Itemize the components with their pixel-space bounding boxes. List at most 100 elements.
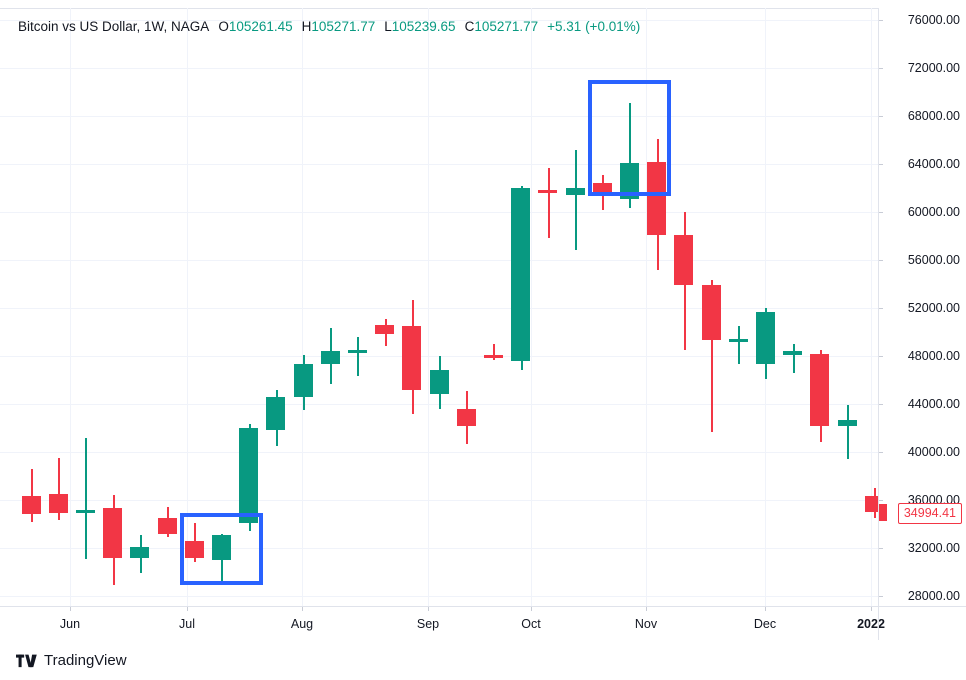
time-axis-tick — [646, 606, 647, 611]
candle-body — [810, 353, 829, 426]
candle-wick — [85, 437, 87, 559]
gridline-horizontal — [0, 164, 878, 165]
price-axis-tick — [878, 68, 883, 69]
candle-body — [130, 546, 149, 558]
tradingview-mark-icon — [16, 654, 37, 668]
current-price-label[interactable]: 34994.41 — [897, 503, 962, 525]
price-axis-divider — [878, 8, 879, 640]
price-axis-tick — [878, 116, 883, 117]
price-change: +5.31 (+0.01%) — [547, 19, 641, 34]
gridline-vertical — [428, 8, 429, 606]
ohlc-open-value: 105261.45 — [228, 19, 293, 34]
gridline-horizontal — [0, 68, 878, 69]
gridline-horizontal — [0, 260, 878, 261]
candle-wick — [711, 280, 713, 432]
candle-body — [620, 162, 639, 199]
candle-body — [702, 285, 721, 341]
time-axis-tick — [302, 606, 303, 611]
price-axis-tick — [878, 260, 883, 261]
candle-body — [729, 339, 748, 343]
time-axis-tick — [70, 606, 71, 611]
time-axis-label: Dec — [753, 617, 777, 631]
time-axis[interactable]: Jun Jul Aug Sep Oct Nov Dec 2022 — [0, 606, 885, 640]
time-axis-label: Sep — [416, 617, 440, 631]
time-axis-tick — [871, 606, 872, 611]
price-axis-tick — [878, 404, 883, 405]
gridline-horizontal — [0, 596, 878, 597]
gridline-vertical — [70, 8, 71, 606]
ohlc-close-value: 105271.77 — [474, 19, 539, 34]
candle-body — [266, 396, 285, 431]
candle-body — [647, 161, 666, 235]
candle-wick — [847, 405, 849, 460]
time-axis-tick — [531, 606, 532, 611]
candle-wick — [357, 336, 359, 377]
candle-wick — [493, 344, 495, 360]
candle-wick — [548, 167, 550, 239]
candle-body — [294, 364, 313, 397]
price-axis-tick — [878, 308, 883, 309]
gridline-vertical — [765, 8, 766, 606]
candle-body — [22, 496, 41, 515]
price-axis-label: 48000.00 — [907, 349, 960, 363]
price-axis-tick — [878, 212, 883, 213]
price-axis-tick — [878, 20, 883, 21]
candle-body — [185, 540, 204, 558]
price-axis-label: 28000.00 — [907, 589, 960, 603]
gridline-horizontal — [0, 548, 878, 549]
candle-body — [103, 508, 122, 558]
price-axis-label: 44000.00 — [907, 397, 960, 411]
gridline-vertical — [302, 8, 303, 606]
candle-wick — [58, 458, 60, 521]
candle-body — [321, 351, 340, 365]
price-axis[interactable]: 76000.00 72000.00 68000.00 64000.00 60000.00… — [878, 8, 966, 606]
price-axis-label: 40000.00 — [907, 445, 960, 459]
candle-body — [783, 351, 802, 355]
candle-wick — [793, 344, 795, 373]
candle-body — [239, 428, 258, 523]
gridline-horizontal — [0, 452, 878, 453]
chart-plot-area[interactable] — [0, 8, 878, 606]
time-axis-divider — [0, 606, 966, 607]
ohlc-low-value: 105239.65 — [391, 19, 456, 34]
candle-wick — [575, 149, 577, 251]
price-axis-tick — [878, 548, 883, 549]
candle-body — [430, 370, 449, 395]
chart-top-border — [0, 8, 966, 9]
time-axis-tick — [187, 606, 188, 611]
gridline-horizontal — [0, 500, 878, 501]
annotation-rectangle-october[interactable] — [588, 80, 671, 196]
time-axis-label: Nov — [634, 617, 658, 631]
ohlc-low-label: L — [384, 19, 392, 34]
gridline-vertical — [187, 8, 188, 606]
gridline-vertical — [646, 8, 647, 606]
candle-wick — [629, 102, 631, 209]
time-axis-label: Aug — [290, 617, 314, 631]
price-axis-label: 56000.00 — [907, 253, 960, 267]
gridline-horizontal — [0, 212, 878, 213]
annotation-rectangle-july[interactable] — [180, 513, 263, 585]
candle-body — [375, 324, 394, 335]
candle-wick — [738, 326, 740, 365]
gridline-vertical — [871, 8, 872, 606]
candle-body — [511, 188, 530, 361]
current-price-tick — [878, 504, 887, 522]
gridline-horizontal — [0, 308, 878, 309]
tradingview-logo[interactable]: TradingView — [16, 652, 127, 670]
symbol-title[interactable]: Bitcoin vs US Dollar, 1W, NAGA — [18, 19, 210, 34]
candle-wick — [31, 468, 33, 522]
time-axis-label: Jun — [59, 617, 81, 631]
price-axis-label: 72000.00 — [907, 61, 960, 75]
price-axis-tick — [878, 452, 883, 453]
candle-body — [865, 496, 878, 513]
candle-body — [76, 509, 95, 513]
ohlc-open-label: O — [218, 19, 229, 34]
price-axis-tick — [878, 500, 883, 501]
time-axis-label: 2022 — [857, 617, 885, 631]
gridline-horizontal — [0, 20, 878, 21]
chart-legend: Bitcoin vs US Dollar, 1W, NAGA O105261.45… — [18, 18, 640, 36]
ohlc-close-label: C — [464, 19, 475, 34]
ohlc-high-label: H — [301, 19, 312, 34]
candle-body — [484, 354, 503, 358]
